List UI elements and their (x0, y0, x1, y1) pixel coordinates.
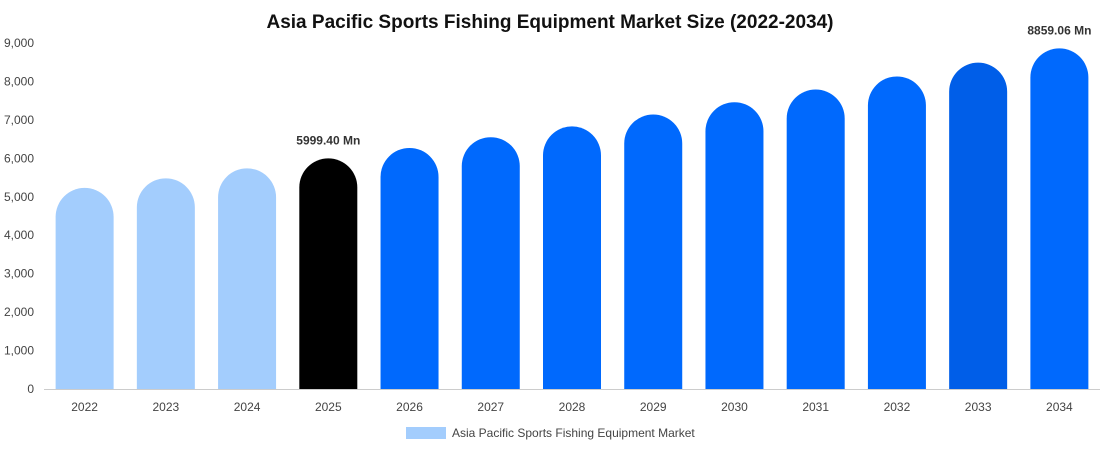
x-tick-label: 2030 (721, 400, 748, 414)
y-tick-label: 7,000 (4, 113, 34, 127)
bar-2024[interactable] (218, 168, 277, 389)
y-tick-label: 4,000 (4, 228, 34, 242)
x-tick-label: 2031 (802, 400, 829, 414)
y-tick-label: 9,000 (4, 36, 34, 50)
bar-2034[interactable] (1030, 48, 1089, 389)
x-tick-label: 2032 (884, 400, 911, 414)
bar-2029[interactable] (624, 114, 683, 390)
x-tick-label: 2026 (396, 400, 423, 414)
bar-2032[interactable] (867, 76, 926, 390)
data-label-2025: 5999.40 Mn (296, 133, 360, 147)
legend-label: Asia Pacific Sports Fishing Equipment Ma… (452, 426, 695, 440)
x-tick-label: 2029 (640, 400, 667, 414)
y-tick-label: 5,000 (4, 190, 34, 204)
bar-2027[interactable] (461, 137, 520, 389)
x-tick-label: 2023 (152, 400, 179, 414)
x-tick-label: 2028 (559, 400, 586, 414)
y-tick-label: 8,000 (4, 74, 34, 88)
bar-2033[interactable] (949, 62, 1008, 390)
x-tick-label: 2033 (965, 400, 992, 414)
bar-2026[interactable] (380, 147, 439, 389)
y-tick-label: 6,000 (4, 151, 34, 165)
bar-2030[interactable] (705, 102, 764, 389)
bar-2025[interactable] (299, 158, 358, 389)
bar-2023[interactable] (136, 178, 195, 389)
x-tick-label: 2034 (1046, 400, 1073, 414)
x-tick-label: 2025 (315, 400, 342, 414)
data-labels: 5999.40 Mn 8859.06 Mn (296, 23, 1091, 147)
x-tick-label: 2024 (234, 400, 261, 414)
y-tick-label: 2,000 (4, 305, 34, 319)
y-tick-label: 3,000 (4, 267, 34, 281)
bar-2022[interactable] (55, 187, 114, 389)
legend[interactable]: Asia Pacific Sports Fishing Equipment Ma… (406, 426, 695, 440)
chart-title: Asia Pacific Sports Fishing Equipment Ma… (266, 12, 833, 33)
y-tick-label: 0 (27, 382, 34, 396)
bar-2031[interactable] (786, 89, 845, 390)
bars (55, 48, 1089, 390)
x-axis: 2022 2023 2024 2025 2026 2027 2028 2029 2030 2031… (44, 389, 1100, 414)
y-axis: 0 1,000 2,000 3,000 4,000 5,000 6,000 7,000 8,00… (4, 36, 34, 396)
x-tick-label: 2027 (477, 400, 504, 414)
bar-2028[interactable] (543, 126, 601, 389)
legend-swatch (406, 427, 446, 439)
y-tick-label: 1,000 (4, 344, 34, 358)
x-tick-label: 2022 (71, 400, 98, 414)
data-label-2034: 8859.06 Mn (1027, 23, 1091, 37)
